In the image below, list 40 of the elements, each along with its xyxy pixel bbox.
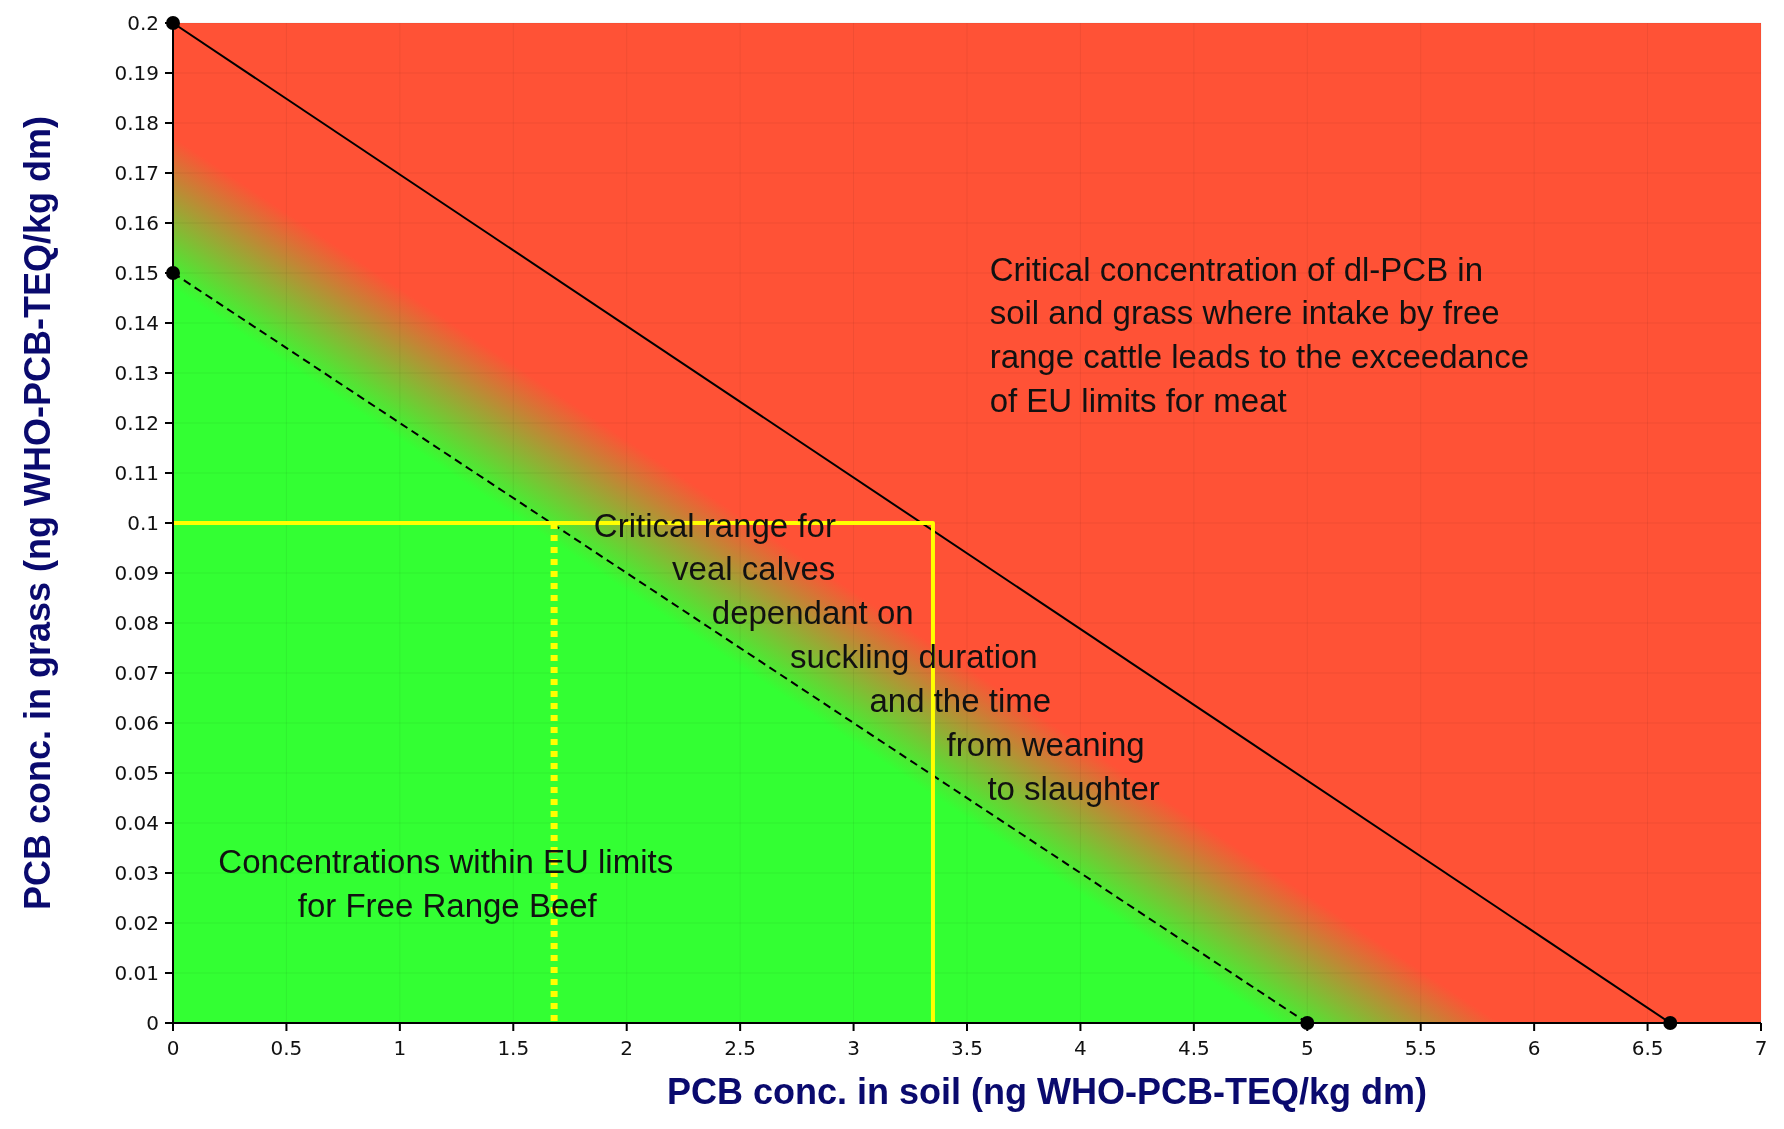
x-tick-label: 3.5 [951, 1036, 983, 1060]
y-tick-label: 0.2 [127, 11, 159, 35]
x-tick-label: 0 [166, 1036, 180, 1060]
x-tick-label: 4 [1074, 1036, 1087, 1060]
y-tick-label: 0.01 [114, 961, 159, 985]
y-tick-label: 0.04 [114, 811, 159, 835]
y-tick-label: 0.07 [114, 661, 159, 685]
y-tick-label: 0.1 [127, 511, 159, 535]
x-tick-label: 6 [1527, 1036, 1541, 1060]
x-tick-label: 6.5 [1631, 1036, 1664, 1060]
y-tick-label: 0.16 [114, 211, 159, 235]
x-tick-label: 7 [1754, 1036, 1768, 1060]
y-tick-label: 0.09 [114, 561, 159, 585]
y-tick-label: 0.15 [114, 261, 159, 285]
x-tick-label: 2 [620, 1036, 634, 1060]
x-tick-label: 4.5 [1177, 1036, 1210, 1060]
y-tick-label: 0.03 [114, 861, 159, 885]
y-tick-label: 0.18 [114, 111, 159, 135]
y-tick-label: 0.14 [114, 311, 159, 335]
y-tick-label: 0.08 [114, 611, 159, 635]
x-tick-label: 2.5 [724, 1036, 757, 1060]
annotation: Critical concentration of dl-PCB in soil and grass where intake by free range cattle leads to the exceedance of EU limits for meat [989, 250, 1530, 420]
x-tick-label: 5 [1300, 1036, 1314, 1060]
x-tick-label: 5.5 [1404, 1036, 1437, 1060]
y-tick-label: 0.11 [114, 461, 159, 485]
y-tick-label: 0.05 [114, 761, 159, 785]
y-tick-label: 0.06 [114, 711, 159, 735]
y-tick-label: 0.13 [114, 361, 159, 385]
x-tick-label: 3 [847, 1036, 860, 1060]
y-tick-label: 0.02 [114, 911, 159, 935]
y-axis-title: PCB conc. in grass (ng WHO-PCB-TEQ/kg dm) [17, 115, 58, 911]
x-tick-label: 1.5 [497, 1036, 530, 1060]
y-tick-label: 0.12 [114, 411, 159, 435]
y-tick-label: 0.19 [114, 61, 159, 85]
x-axis-title: PCB conc. in soil (ng WHO-PCB-TEQ/kg dm) [667, 1071, 1427, 1112]
annotation: Concentrations within EU limits for Free Range Beef [218, 843, 674, 924]
y-tick-label: 0 [146, 1011, 159, 1035]
y-tick-label: 0.17 [114, 161, 159, 185]
x-tick-label: 1 [393, 1036, 407, 1060]
x-tick-label: 0.5 [270, 1036, 303, 1060]
